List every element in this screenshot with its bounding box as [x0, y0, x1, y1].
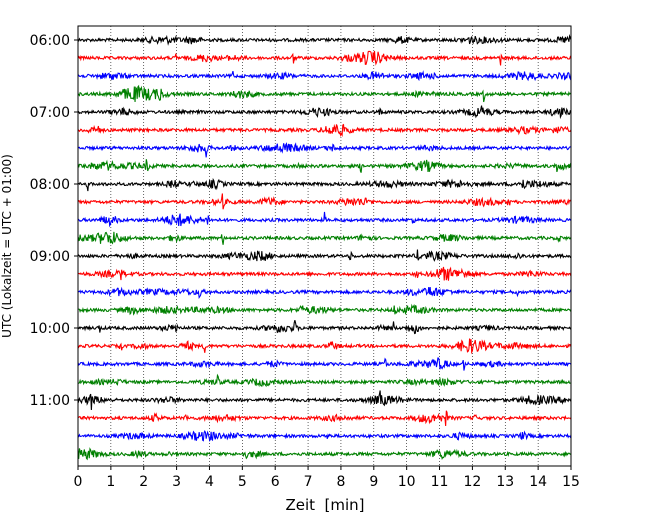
grid-lines — [110, 26, 539, 466]
x-tick-label: 5 — [238, 474, 247, 490]
plot-frame — [77, 25, 572, 467]
x-tick-label: 6 — [271, 474, 280, 490]
y-tick-label: 09:00 — [30, 249, 70, 265]
seismic-trace — [77, 193, 572, 210]
seismic-trace — [77, 50, 572, 66]
x-tick-label: 0 — [74, 474, 83, 490]
y-tick-label: 11:00 — [30, 393, 70, 409]
seismic-trace — [77, 159, 572, 173]
x-tick-label: 9 — [369, 474, 378, 490]
seismic-trace — [77, 338, 572, 355]
seismic-trace — [77, 447, 572, 461]
seismic-trace — [77, 357, 572, 371]
x-tick-label: 4 — [205, 474, 214, 490]
seismic-trace — [77, 211, 572, 228]
trace-lines — [77, 33, 572, 461]
x-tick-label: 1 — [106, 474, 115, 490]
seismic-trace — [77, 390, 572, 411]
seismic-trace — [77, 373, 572, 388]
seismic-trace — [78, 410, 572, 427]
seismic-trace — [77, 177, 572, 192]
seismic-trace — [77, 84, 572, 103]
seismic-trace — [77, 123, 572, 138]
y-tick-label: 06:00 — [30, 33, 70, 49]
x-tick-label: 15 — [562, 474, 580, 490]
seismic-trace — [77, 320, 572, 335]
y-axis-label: UTC (Lokalzeit = UTC + 01:00) — [0, 154, 14, 338]
x-tick-label: 12 — [463, 474, 481, 490]
y-tick-label: 10:00 — [30, 321, 70, 337]
x-axis-ticks: 0 1 2 3 4 5 6 7 8 9 10 11 12 13 14 15 — [74, 466, 580, 490]
x-tick-label: 11 — [431, 474, 449, 490]
y-tick-label: 07:00 — [30, 105, 70, 121]
seismic-trace — [77, 33, 572, 46]
x-tick-label: 14 — [529, 474, 547, 490]
seismic-trace — [77, 286, 572, 300]
seismic-trace — [77, 70, 572, 82]
seismic-trace — [77, 429, 572, 442]
seismic-trace — [77, 249, 572, 262]
x-tick-label: 2 — [139, 474, 148, 490]
x-tick-label: 8 — [336, 474, 345, 490]
y-axis-ticks: 06:00 07:00 08:00 09:00 10:00 11:00 — [30, 33, 78, 409]
seismic-trace — [77, 105, 572, 120]
y-tick-label: 08:00 — [30, 177, 70, 193]
x-tick-label: 13 — [496, 474, 514, 490]
seismic-trace — [77, 303, 572, 316]
seismic-trace — [77, 266, 572, 281]
x-tick-label: 10 — [398, 474, 416, 490]
x-axis-label: Zeit [min] — [285, 496, 364, 514]
seismic-trace — [77, 142, 572, 158]
x-tick-label: 3 — [172, 474, 181, 490]
seismic-trace — [77, 231, 572, 245]
x-tick-label: 7 — [304, 474, 313, 490]
